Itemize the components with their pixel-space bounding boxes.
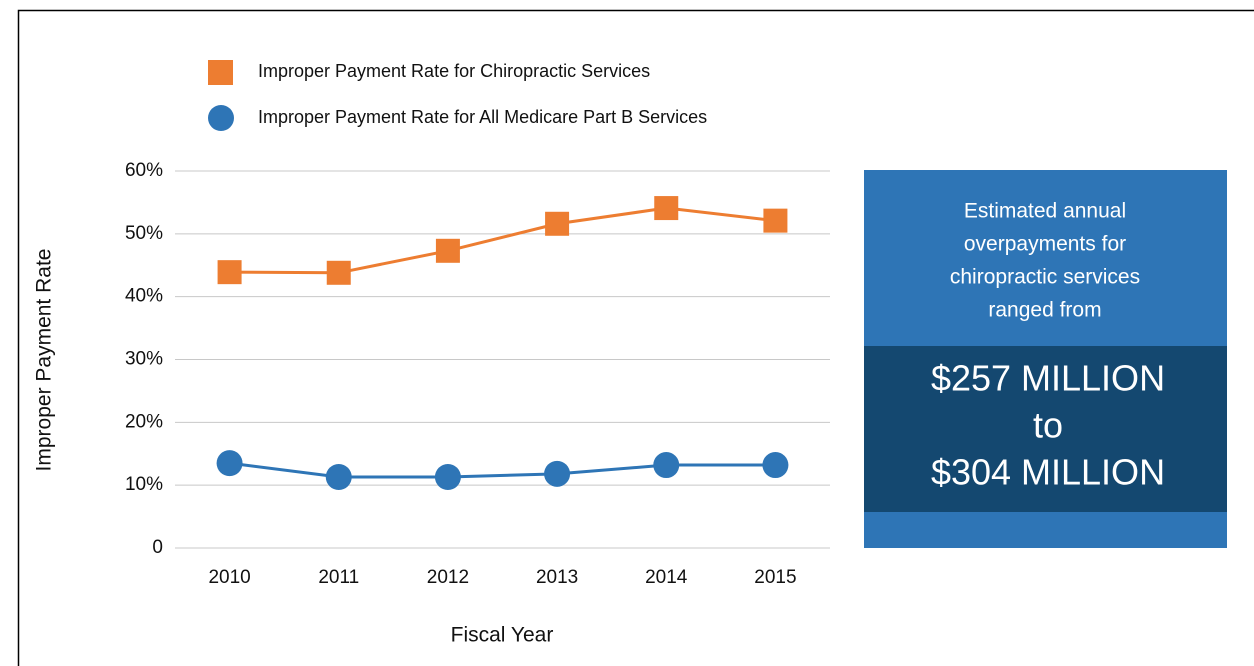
series-line: [229, 206, 776, 275]
x-axis-label: Fiscal Year: [451, 624, 554, 647]
x-tick-label: 2010: [208, 567, 250, 588]
data-point: [653, 452, 680, 479]
y-tick-label: 0: [152, 537, 163, 558]
callout-text: overpayments for: [964, 233, 1126, 256]
frame: [17, 9, 1254, 666]
x-tick-label: 2011: [318, 567, 359, 588]
data-point: [544, 460, 571, 487]
data-point: [435, 238, 460, 263]
callout-text: ranged from: [988, 299, 1101, 322]
data-point: [654, 196, 679, 221]
legend-marker: [208, 105, 234, 131]
x-tick-label: 2012: [427, 567, 469, 588]
x-tick-label: 2015: [754, 567, 796, 588]
legend-marker: [208, 60, 233, 85]
y-axis-label: Improper Payment Rate: [33, 249, 56, 472]
callout-text: Estimated annual: [964, 200, 1126, 223]
data-point: [326, 260, 351, 285]
legend-label: Improper Payment Rate for Chiropractic S…: [258, 61, 650, 81]
y-tick-label: 30%: [125, 349, 163, 370]
y-tick-label: 20%: [125, 411, 163, 432]
data-point: [545, 211, 570, 236]
callout-highlight: [864, 346, 1227, 512]
y-tick-label: 10%: [125, 474, 163, 495]
callout-amount: $257 MILLION: [931, 358, 1165, 399]
y-tick-label: 60%: [125, 160, 163, 181]
y-tick-label: 50%: [125, 223, 163, 244]
series-line: [229, 461, 776, 479]
y-tick-label: 40%: [125, 286, 163, 307]
callout-amount: to: [1033, 405, 1063, 446]
data-point: [434, 463, 461, 490]
callout-amount: $304 MILLION: [931, 452, 1165, 493]
data-point: [763, 208, 788, 233]
data-point: [217, 260, 242, 285]
data-point: [216, 450, 243, 477]
x-tick-label: 2013: [536, 567, 578, 588]
legend-label: Improper Payment Rate for All Medicare P…: [258, 107, 707, 127]
data-point: [762, 452, 789, 479]
data-point: [325, 463, 352, 490]
x-tick-label: 2014: [645, 567, 688, 588]
callout-text: chiropractic services: [950, 266, 1140, 289]
